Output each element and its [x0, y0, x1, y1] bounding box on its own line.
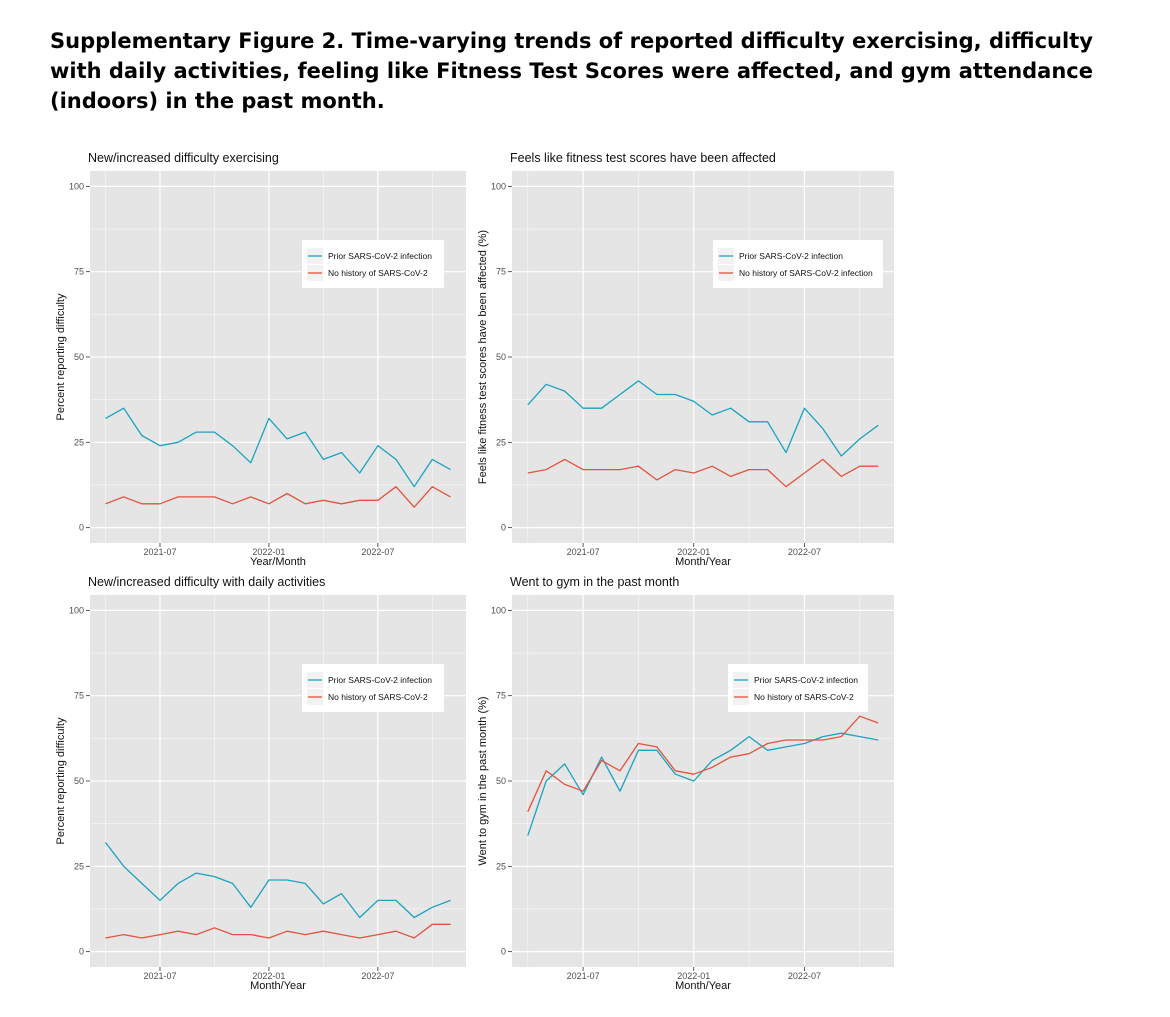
y-tick-label: 25	[74, 437, 84, 447]
panel-title: New/increased difficulty with daily acti…	[88, 575, 325, 589]
x-tick-label: 2022-01	[252, 971, 285, 981]
legend: Prior SARS-CoV-2 infection No history of …	[302, 240, 444, 288]
y-tick-label: 0	[79, 523, 84, 533]
y-tick-label: 100	[491, 181, 506, 191]
y-tick-label: 75	[74, 691, 84, 701]
series-line-no-history	[527, 458, 879, 488]
y-tick-label: 50	[496, 776, 506, 786]
panel-title: New/increased difficulty exercising	[88, 151, 279, 165]
series-line-prior-infection	[105, 407, 451, 488]
y-tick-label: 0	[501, 947, 506, 957]
legend-box	[713, 240, 883, 288]
chart-panel-4: 0 25 50 75 100 2021-07 2022-01 2022-07 Went to g…	[477, 575, 894, 992]
x-tick-label: 2021-07	[143, 971, 176, 981]
y-tick-label: 25	[74, 861, 84, 871]
x-tick-label: 2022-07	[788, 547, 821, 557]
x-tick-label: 2021-07	[567, 971, 600, 981]
x-tick-label: 2021-07	[143, 547, 176, 557]
y-tick-label: 25	[496, 861, 506, 871]
x-tick-label: 2022-07	[788, 971, 821, 981]
y-axis-title: Feels like fitness test scores have been…	[477, 230, 489, 484]
legend: Prior SARS-CoV-2 infection No history of …	[728, 664, 868, 712]
legend-label: Prior SARS-CoV-2 infection	[328, 251, 432, 261]
series-line-prior-infection	[527, 380, 879, 457]
y-tick-label: 25	[496, 437, 506, 447]
series-line-no-history	[527, 715, 879, 812]
legend-box	[728, 664, 868, 712]
chart-panel-2: 0 25 50 75 100 2021-07 2022-01 2022-07 Feels lik…	[477, 151, 894, 568]
series-line-no-history	[105, 923, 451, 939]
y-tick-label: 75	[496, 267, 506, 277]
legend-label: No history of SARS-CoV-2 infection	[739, 268, 873, 278]
y-tick-label: 0	[501, 523, 506, 533]
y-tick-label: 0	[79, 947, 84, 957]
legend-box	[302, 664, 444, 712]
x-axis-title: Year/Month	[250, 556, 306, 568]
x-axis-title: Month/Year	[675, 980, 731, 992]
y-axis-title: Percent reporting difficulty	[55, 293, 67, 420]
legend-label: Prior SARS-CoV-2 infection	[739, 251, 843, 261]
y-axis-title: Percent reporting difficulty	[55, 717, 67, 844]
legend: Prior SARS-CoV-2 infection No history of …	[302, 664, 444, 712]
series-line-prior-infection	[104, 842, 451, 919]
x-tick-label: 2022-01	[252, 547, 285, 557]
y-tick-label: 75	[74, 267, 84, 277]
x-axis-title: Month/Year	[250, 980, 306, 992]
figure-title: Supplementary Figure 2. Time-varying tre…	[50, 29, 1093, 113]
x-tick-label: 2022-01	[677, 547, 710, 557]
y-axis-title: Went to gym in the past month (%)	[477, 696, 489, 865]
legend-label: Prior SARS-CoV-2 infection	[328, 675, 432, 685]
legend-label: No history of SARS-CoV-2	[328, 268, 428, 278]
panel-title: Went to gym in the past month	[510, 575, 679, 589]
legend-label: No history of SARS-CoV-2	[328, 692, 428, 702]
chart-panel-1: 0 25 50 75 100 2021-07 2022-01 2022-07 New/incre…	[55, 151, 466, 568]
legend-box	[302, 240, 444, 288]
x-tick-label: 2022-01	[677, 971, 710, 981]
y-tick-label: 75	[496, 691, 506, 701]
x-tick-label: 2022-07	[361, 971, 394, 981]
y-tick-label: 100	[69, 181, 84, 191]
y-tick-label: 50	[74, 352, 84, 362]
legend-label: No history of SARS-CoV-2	[754, 692, 854, 702]
y-tick-label: 100	[69, 605, 84, 615]
y-tick-label: 50	[496, 352, 506, 362]
x-tick-label: 2022-07	[361, 547, 394, 557]
x-tick-label: 2021-07	[567, 547, 600, 557]
legend-label: Prior SARS-CoV-2 infection	[754, 675, 858, 685]
legend: Prior SARS-CoV-2 infection No history of …	[713, 240, 883, 288]
series-line-no-history	[105, 486, 451, 508]
y-tick-label: 50	[74, 776, 84, 786]
x-axis-title: Month/Year	[675, 556, 731, 568]
chart-panel-3: 0 25 50 75 100 2021-07 2022-01 2022-07 New/incre…	[55, 575, 466, 992]
panel-title: Feels like fitness test scores have been…	[510, 151, 776, 165]
y-tick-label: 100	[491, 605, 506, 615]
